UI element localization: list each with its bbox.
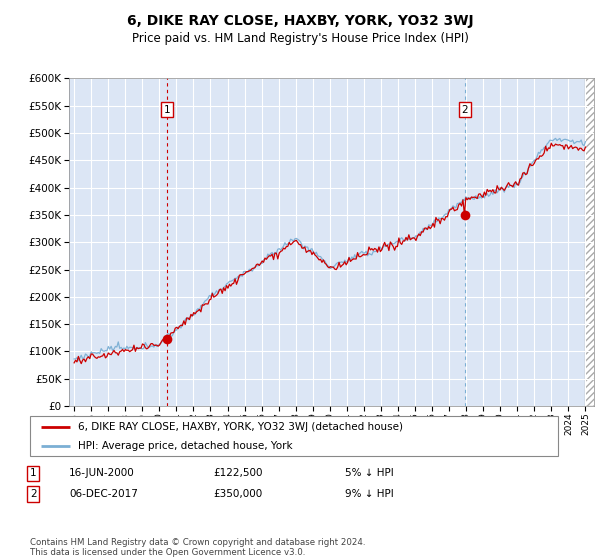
FancyBboxPatch shape (30, 416, 558, 456)
Text: 6, DIKE RAY CLOSE, HAXBY, YORK, YO32 3WJ (detached house): 6, DIKE RAY CLOSE, HAXBY, YORK, YO32 3WJ… (77, 422, 403, 432)
Text: 9% ↓ HPI: 9% ↓ HPI (345, 489, 394, 499)
Text: 06-DEC-2017: 06-DEC-2017 (69, 489, 138, 499)
Text: 2: 2 (30, 489, 37, 499)
Text: 1: 1 (164, 105, 170, 115)
Text: 1: 1 (30, 468, 37, 478)
Text: 6, DIKE RAY CLOSE, HAXBY, YORK, YO32 3WJ: 6, DIKE RAY CLOSE, HAXBY, YORK, YO32 3WJ (127, 14, 473, 28)
Text: Price paid vs. HM Land Registry's House Price Index (HPI): Price paid vs. HM Land Registry's House … (131, 32, 469, 45)
Text: £350,000: £350,000 (213, 489, 262, 499)
Text: HPI: Average price, detached house, York: HPI: Average price, detached house, York (77, 441, 292, 451)
Text: 5% ↓ HPI: 5% ↓ HPI (345, 468, 394, 478)
Text: Contains HM Land Registry data © Crown copyright and database right 2024.
This d: Contains HM Land Registry data © Crown c… (30, 538, 365, 557)
Text: 16-JUN-2000: 16-JUN-2000 (69, 468, 135, 478)
Text: £122,500: £122,500 (213, 468, 263, 478)
Text: 2: 2 (461, 105, 468, 115)
